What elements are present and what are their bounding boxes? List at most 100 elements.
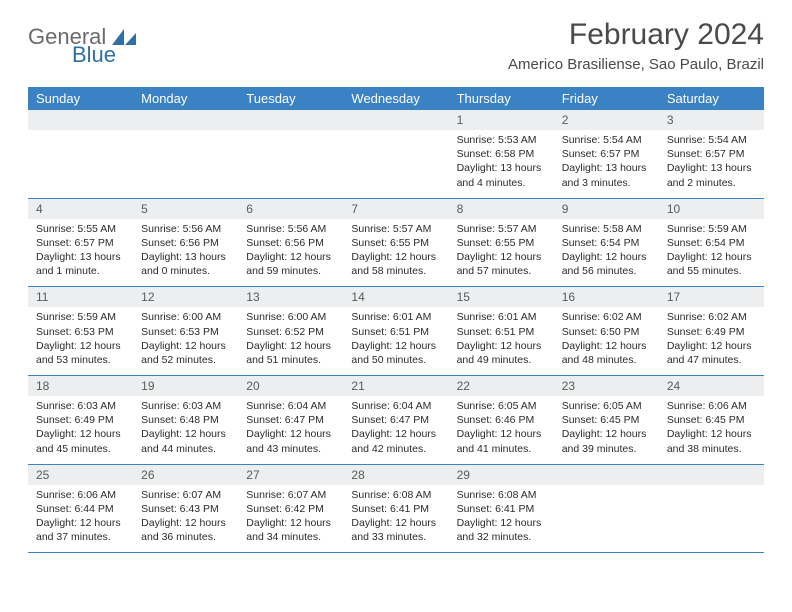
day-details: Sunrise: 6:03 AMSunset: 6:48 PMDaylight:… <box>133 396 238 464</box>
calendar-cell: 10Sunrise: 5:59 AMSunset: 6:54 PMDayligh… <box>659 198 764 287</box>
day-details: Sunrise: 6:04 AMSunset: 6:47 PMDaylight:… <box>343 396 448 464</box>
day-details: Sunrise: 5:59 AMSunset: 6:53 PMDaylight:… <box>28 307 133 375</box>
day-number-empty <box>238 110 343 130</box>
weekday-saturday: Saturday <box>659 87 764 110</box>
day-details: Sunrise: 5:56 AMSunset: 6:56 PMDaylight:… <box>238 219 343 287</box>
day-number-empty <box>133 110 238 130</box>
calendar-cell: 21Sunrise: 6:04 AMSunset: 6:47 PMDayligh… <box>343 376 448 465</box>
calendar-cell: 5Sunrise: 5:56 AMSunset: 6:56 PMDaylight… <box>133 198 238 287</box>
day-number: 1 <box>449 110 554 130</box>
day-number: 24 <box>659 376 764 396</box>
weekday-wednesday: Wednesday <box>343 87 448 110</box>
calendar-week-row: 25Sunrise: 6:06 AMSunset: 6:44 PMDayligh… <box>28 464 764 553</box>
header-row: General Blue February 2024 Americo Brasi… <box>28 18 764 73</box>
day-number: 10 <box>659 199 764 219</box>
day-details: Sunrise: 6:07 AMSunset: 6:43 PMDaylight:… <box>133 485 238 553</box>
logo: General Blue <box>28 24 138 50</box>
day-number: 6 <box>238 199 343 219</box>
calendar-week-row: 11Sunrise: 5:59 AMSunset: 6:53 PMDayligh… <box>28 287 764 376</box>
calendar-cell: 25Sunrise: 6:06 AMSunset: 6:44 PMDayligh… <box>28 464 133 553</box>
day-number: 5 <box>133 199 238 219</box>
calendar-cell: 13Sunrise: 6:00 AMSunset: 6:52 PMDayligh… <box>238 287 343 376</box>
day-details: Sunrise: 6:01 AMSunset: 6:51 PMDaylight:… <box>449 307 554 375</box>
day-details: Sunrise: 6:06 AMSunset: 6:45 PMDaylight:… <box>659 396 764 464</box>
day-number-empty <box>659 465 764 485</box>
location-text: Americo Brasiliense, Sao Paulo, Brazil <box>508 56 764 73</box>
day-details: Sunrise: 6:05 AMSunset: 6:45 PMDaylight:… <box>554 396 659 464</box>
title-block: February 2024 Americo Brasiliense, Sao P… <box>508 18 764 73</box>
calendar-week-row: 1Sunrise: 5:53 AMSunset: 6:58 PMDaylight… <box>28 110 764 198</box>
calendar-cell: 27Sunrise: 6:07 AMSunset: 6:42 PMDayligh… <box>238 464 343 553</box>
day-number: 19 <box>133 376 238 396</box>
day-details: Sunrise: 5:57 AMSunset: 6:55 PMDaylight:… <box>449 219 554 287</box>
calendar-cell: 8Sunrise: 5:57 AMSunset: 6:55 PMDaylight… <box>449 198 554 287</box>
day-body-empty <box>133 130 238 190</box>
calendar-cell: 23Sunrise: 6:05 AMSunset: 6:45 PMDayligh… <box>554 376 659 465</box>
day-number: 9 <box>554 199 659 219</box>
weekday-thursday: Thursday <box>449 87 554 110</box>
day-details: Sunrise: 6:07 AMSunset: 6:42 PMDaylight:… <box>238 485 343 553</box>
day-details: Sunrise: 6:08 AMSunset: 6:41 PMDaylight:… <box>343 485 448 553</box>
day-number: 29 <box>449 465 554 485</box>
calendar-page: General Blue February 2024 Americo Brasi… <box>0 0 792 571</box>
calendar-cell: 16Sunrise: 6:02 AMSunset: 6:50 PMDayligh… <box>554 287 659 376</box>
calendar-cell: 14Sunrise: 6:01 AMSunset: 6:51 PMDayligh… <box>343 287 448 376</box>
day-details: Sunrise: 5:54 AMSunset: 6:57 PMDaylight:… <box>554 130 659 198</box>
day-number: 16 <box>554 287 659 307</box>
logo-text-blue: Blue <box>72 42 116 68</box>
calendar-cell: 19Sunrise: 6:03 AMSunset: 6:48 PMDayligh… <box>133 376 238 465</box>
day-details: Sunrise: 6:00 AMSunset: 6:52 PMDaylight:… <box>238 307 343 375</box>
day-details: Sunrise: 5:57 AMSunset: 6:55 PMDaylight:… <box>343 219 448 287</box>
calendar-cell: 22Sunrise: 6:05 AMSunset: 6:46 PMDayligh… <box>449 376 554 465</box>
day-number: 22 <box>449 376 554 396</box>
day-number-empty <box>343 110 448 130</box>
day-details: Sunrise: 5:56 AMSunset: 6:56 PMDaylight:… <box>133 219 238 287</box>
weekday-sunday: Sunday <box>28 87 133 110</box>
day-number: 4 <box>28 199 133 219</box>
calendar-cell <box>238 110 343 198</box>
day-details: Sunrise: 6:06 AMSunset: 6:44 PMDaylight:… <box>28 485 133 553</box>
day-number: 14 <box>343 287 448 307</box>
calendar-cell: 9Sunrise: 5:58 AMSunset: 6:54 PMDaylight… <box>554 198 659 287</box>
day-body-empty <box>659 485 764 545</box>
day-number: 18 <box>28 376 133 396</box>
day-details: Sunrise: 6:02 AMSunset: 6:50 PMDaylight:… <box>554 307 659 375</box>
day-body-empty <box>28 130 133 190</box>
calendar-cell: 2Sunrise: 5:54 AMSunset: 6:57 PMDaylight… <box>554 110 659 198</box>
calendar-cell: 17Sunrise: 6:02 AMSunset: 6:49 PMDayligh… <box>659 287 764 376</box>
calendar-body: 1Sunrise: 5:53 AMSunset: 6:58 PMDaylight… <box>28 110 764 553</box>
day-details: Sunrise: 6:02 AMSunset: 6:49 PMDaylight:… <box>659 307 764 375</box>
day-number: 13 <box>238 287 343 307</box>
day-details: Sunrise: 5:59 AMSunset: 6:54 PMDaylight:… <box>659 219 764 287</box>
day-body-empty <box>554 485 659 545</box>
calendar-cell: 4Sunrise: 5:55 AMSunset: 6:57 PMDaylight… <box>28 198 133 287</box>
calendar-cell: 18Sunrise: 6:03 AMSunset: 6:49 PMDayligh… <box>28 376 133 465</box>
day-body-empty <box>343 130 448 190</box>
calendar-cell: 24Sunrise: 6:06 AMSunset: 6:45 PMDayligh… <box>659 376 764 465</box>
day-number-empty <box>554 465 659 485</box>
calendar-cell: 29Sunrise: 6:08 AMSunset: 6:41 PMDayligh… <box>449 464 554 553</box>
day-details: Sunrise: 5:53 AMSunset: 6:58 PMDaylight:… <box>449 130 554 198</box>
calendar-cell: 20Sunrise: 6:04 AMSunset: 6:47 PMDayligh… <box>238 376 343 465</box>
day-number: 17 <box>659 287 764 307</box>
day-number: 20 <box>238 376 343 396</box>
calendar-cell: 26Sunrise: 6:07 AMSunset: 6:43 PMDayligh… <box>133 464 238 553</box>
calendar-table: Sunday Monday Tuesday Wednesday Thursday… <box>28 87 764 553</box>
day-number: 8 <box>449 199 554 219</box>
day-body-empty <box>238 130 343 190</box>
day-number: 21 <box>343 376 448 396</box>
calendar-cell: 12Sunrise: 6:00 AMSunset: 6:53 PMDayligh… <box>133 287 238 376</box>
day-number: 3 <box>659 110 764 130</box>
calendar-cell: 28Sunrise: 6:08 AMSunset: 6:41 PMDayligh… <box>343 464 448 553</box>
day-details: Sunrise: 5:54 AMSunset: 6:57 PMDaylight:… <box>659 130 764 198</box>
day-details: Sunrise: 6:00 AMSunset: 6:53 PMDaylight:… <box>133 307 238 375</box>
day-number: 12 <box>133 287 238 307</box>
calendar-cell <box>659 464 764 553</box>
calendar-week-row: 18Sunrise: 6:03 AMSunset: 6:49 PMDayligh… <box>28 376 764 465</box>
calendar-cell: 7Sunrise: 5:57 AMSunset: 6:55 PMDaylight… <box>343 198 448 287</box>
day-number: 23 <box>554 376 659 396</box>
day-details: Sunrise: 5:55 AMSunset: 6:57 PMDaylight:… <box>28 219 133 287</box>
day-number: 11 <box>28 287 133 307</box>
weekday-tuesday: Tuesday <box>238 87 343 110</box>
day-details: Sunrise: 6:08 AMSunset: 6:41 PMDaylight:… <box>449 485 554 553</box>
